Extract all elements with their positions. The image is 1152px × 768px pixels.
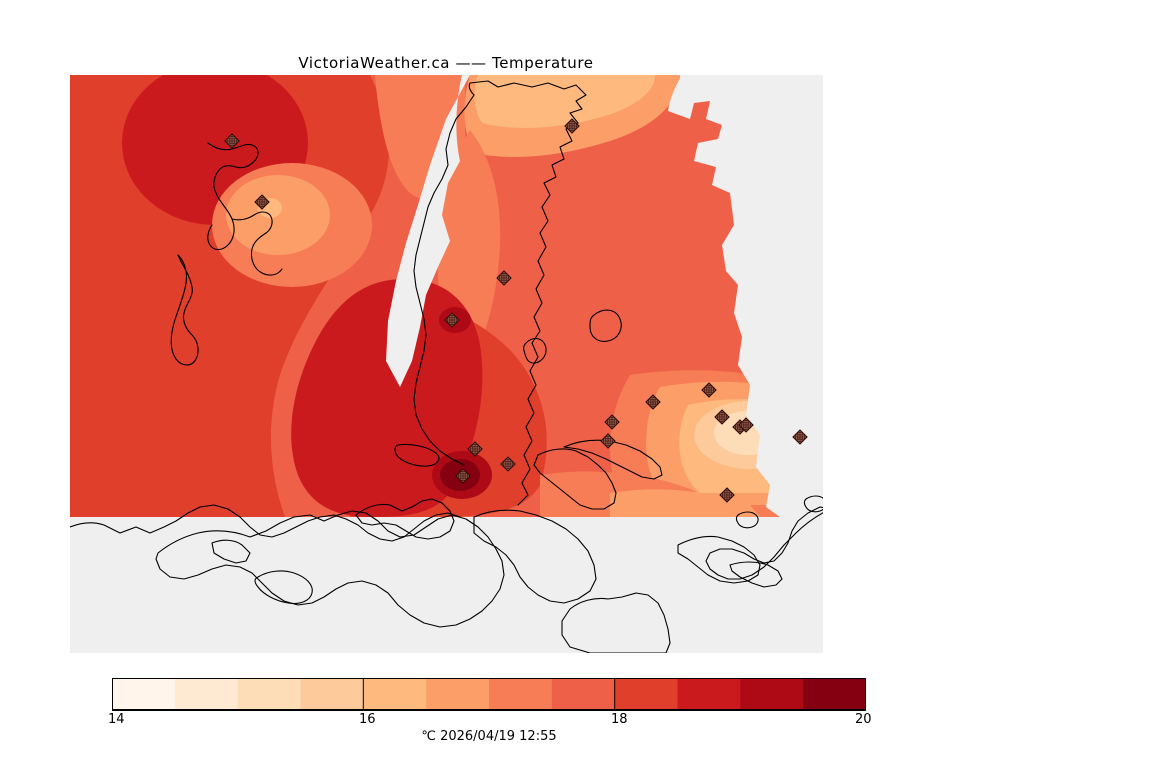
colorbar-segment <box>677 678 741 710</box>
station-marker[interactable] <box>719 487 735 503</box>
coastline-south-strait <box>211 539 251 564</box>
station-marker[interactable] <box>444 312 460 328</box>
coastline-southeast-island <box>705 506 823 580</box>
station-marker[interactable] <box>224 133 240 149</box>
sea-west-channel <box>386 75 470 387</box>
colorbar-segment <box>363 678 427 710</box>
colorbar-segment <box>300 678 364 710</box>
temperature-contour-map[interactable] <box>70 75 823 653</box>
coastline-spit <box>563 439 663 480</box>
coastline-rock-2 <box>803 495 823 513</box>
contour-fill-layer <box>70 75 823 517</box>
station-marker[interactable] <box>738 417 754 433</box>
station-marker[interactable] <box>564 118 580 134</box>
coastline-small-island-east-2 <box>589 309 622 342</box>
colorbar[interactable] <box>112 678 866 710</box>
colorbar-segment <box>237 678 302 710</box>
coastline-small-island-east <box>523 337 547 364</box>
coastline-peninsula-north-edge <box>468 80 587 184</box>
colorbar-tick-label-14: 14 <box>108 712 125 727</box>
contour-south-coast-band-2 <box>610 489 760 517</box>
station-marker[interactable] <box>714 409 730 425</box>
sea-east <box>668 75 823 517</box>
station-marker[interactable] <box>254 194 270 210</box>
coastline-rock-1 <box>735 511 759 529</box>
colorbar-swatches[interactable] <box>112 678 866 710</box>
colorbar-tick-labels: 14 16 18 20 <box>0 712 1152 730</box>
page-title: VictoriaWeather.ca —— Temperature <box>298 54 594 72</box>
coastline-lower-bay <box>473 509 597 604</box>
colorbar-segment <box>426 678 490 710</box>
station-marker[interactable] <box>455 468 471 484</box>
station-marker-layer[interactable] <box>224 118 808 503</box>
coastline-mainland-north-shore <box>70 504 461 542</box>
contour-band-16-north <box>474 75 656 128</box>
station-marker[interactable] <box>792 429 808 445</box>
sea-south <box>70 517 823 653</box>
station-marker[interactable] <box>500 456 516 472</box>
coastline-south-island-bay <box>254 570 313 605</box>
contour-core-central-19-5 <box>307 292 467 514</box>
colorbar-segment <box>174 678 239 710</box>
coastline-left-island <box>170 254 199 366</box>
coastline-northwest-island-2 <box>231 211 283 276</box>
coastline-south-island-notch <box>355 498 455 540</box>
colorbar-tick-label-18: 18 <box>611 712 628 727</box>
coastline-central-bay <box>533 448 617 510</box>
colorbar-segment <box>112 678 176 710</box>
station-marker[interactable] <box>600 433 616 449</box>
coastline-layer <box>70 80 823 653</box>
colorbar-tick-label-16: 16 <box>359 712 376 727</box>
station-marker[interactable] <box>496 270 512 286</box>
coastline-south-island-large <box>155 510 505 628</box>
station-marker[interactable] <box>604 414 620 430</box>
station-marker[interactable] <box>701 382 717 398</box>
colorbar-segment <box>551 678 616 710</box>
coastline-south-island-center <box>561 592 671 653</box>
coastline-small-island-center <box>394 443 440 467</box>
colorbar-segment <box>614 678 679 710</box>
coastline-peninsula-west-shore <box>413 94 475 466</box>
station-marker[interactable] <box>467 441 483 457</box>
map-panel[interactable] <box>70 75 823 653</box>
colorbar-segment <box>803 678 866 710</box>
colorbar-border <box>112 678 866 710</box>
colorbar-segment-group <box>112 678 866 710</box>
colorbar-caption: ℃ 2026/04/19 12:55 <box>421 729 557 744</box>
colorbar-segment <box>740 678 804 710</box>
colorbar-tick-label-20: 20 <box>855 712 872 727</box>
colorbar-segment <box>489 678 553 710</box>
coastline-northwest-island <box>207 142 259 251</box>
coastline-peninsula-east-shore <box>517 182 551 506</box>
colorbar-axis-line <box>112 710 866 711</box>
sea-mask-layer <box>70 75 823 653</box>
station-marker[interactable] <box>645 394 661 410</box>
coastline-east-bottom-detail <box>729 561 783 588</box>
coastline-southeast-island-2 <box>677 535 761 584</box>
